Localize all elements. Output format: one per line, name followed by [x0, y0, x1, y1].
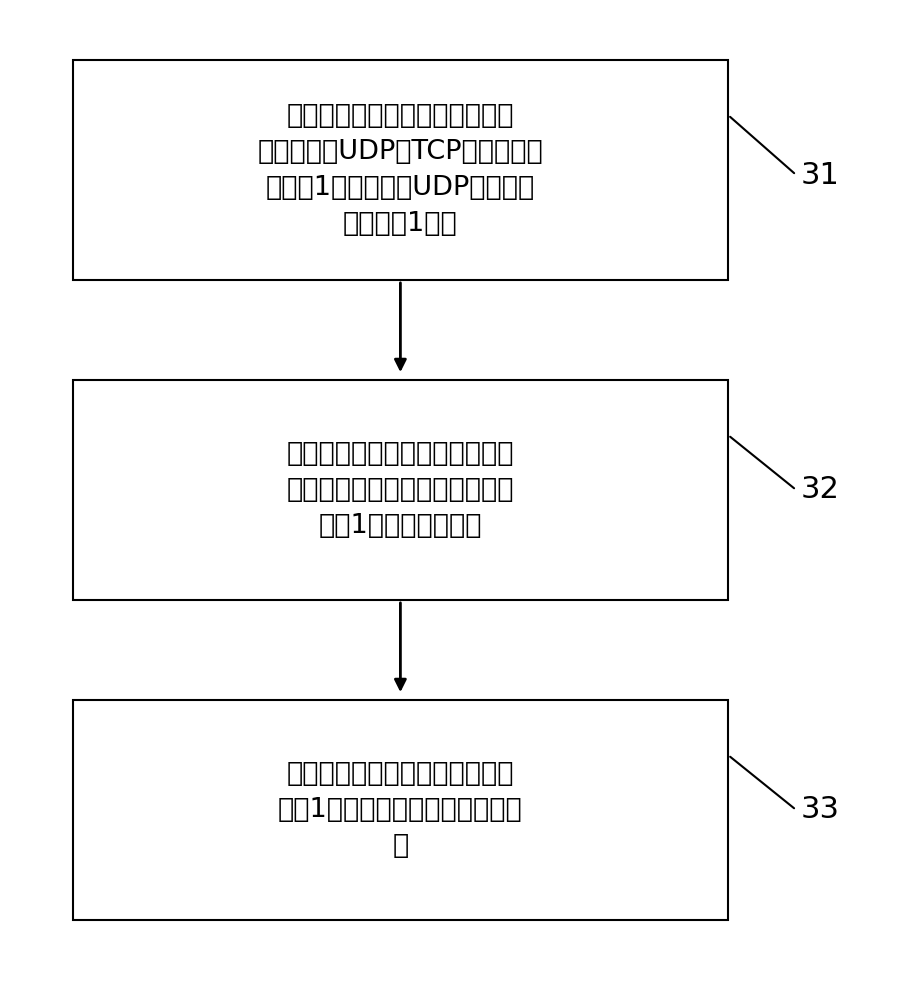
FancyBboxPatch shape — [73, 700, 728, 920]
Text: 外围板模块中的检测子模块通知
本板的设备管理模块上报对应业
务板1的设备资源信息: 外围板模块中的检测子模块通知 本板的设备管理模块上报对应业 务板1的设备资源信息 — [287, 441, 514, 539]
Text: 33: 33 — [801, 796, 840, 824]
FancyBboxPatch shape — [73, 380, 728, 600]
Text: 由外围板管理模块中的检测子模
块定时发送UDP和TCP探测报文，
业务板1上电后应答UDP报文，发
现业务板1上电: 由外围板管理模块中的检测子模 块定时发送UDP和TCP探测报文， 业务板1上电后… — [258, 103, 543, 237]
Text: 32: 32 — [801, 476, 840, 504]
Text: 31: 31 — [801, 160, 840, 190]
Text: 通过现有的数据发送通道上报业
务板1的设备和资源信息至平台模
块: 通过现有的数据发送通道上报业 务板1的设备和资源信息至平台模 块 — [278, 761, 522, 859]
FancyBboxPatch shape — [73, 60, 728, 280]
